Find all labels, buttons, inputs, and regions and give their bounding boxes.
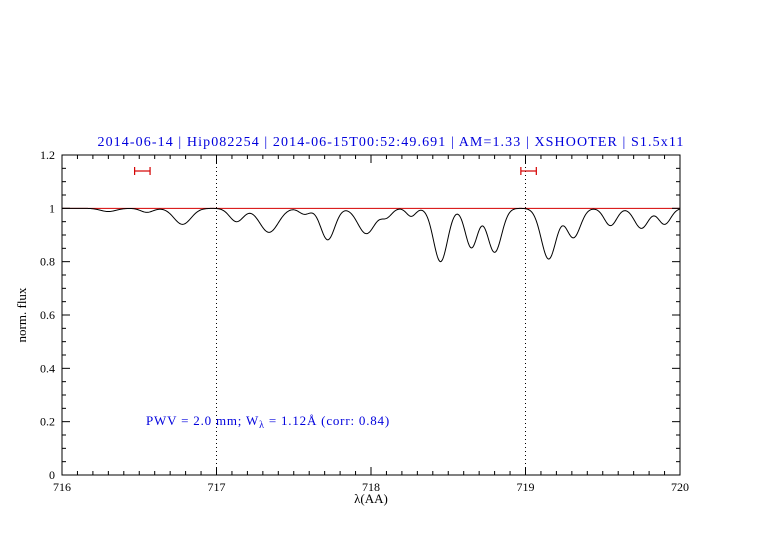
y-tick-label: 0.4 (40, 361, 55, 375)
pwv-annotation: PWV = 2.0 mm; Wλ = 1.12Å (corr: 0.84) (146, 413, 390, 431)
lambda-subscript: λ (259, 420, 265, 431)
x-tick-label: 718 (362, 480, 380, 494)
pwv-annotation-text-2: = 1.12Å (corr: 0.84) (264, 413, 390, 428)
y-tick-label: 0.2 (40, 415, 55, 429)
x-tick-label: 719 (517, 480, 535, 494)
pwv-annotation-text: PWV = 2.0 mm; W (146, 413, 260, 428)
y-tick-label: 1.2 (40, 148, 55, 162)
spectrum-line (62, 207, 681, 263)
y-tick-label: 0.6 (40, 308, 55, 322)
plot-frame (61, 154, 681, 476)
x-axis-label: λ(AA) (354, 491, 388, 506)
x-tick-label: 716 (53, 480, 71, 494)
x-tick-label: 717 (208, 480, 226, 494)
plot-title: 2014-06-14 | Hip082254 | 2014-06-15T00:5… (97, 135, 685, 150)
y-tick-label: 0.8 (40, 255, 55, 269)
x-tick-label: 720 (671, 480, 689, 494)
y-tick-label: 0 (49, 468, 55, 482)
y-tick-label: 1 (49, 201, 55, 215)
